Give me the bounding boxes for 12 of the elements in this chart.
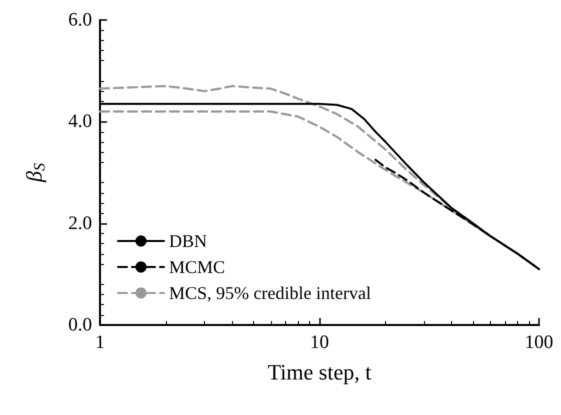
x-tick-label: 1 xyxy=(95,332,105,353)
y-tick-label: 2.0 xyxy=(68,212,92,234)
x-axis-title: Time step, t xyxy=(268,360,372,384)
legend-label: MCS, 95% credible interval xyxy=(169,283,371,303)
legend-label: DBN xyxy=(169,231,208,251)
y-tick-label: 6.0 xyxy=(68,10,92,30)
x-tick-label: 10 xyxy=(310,332,329,353)
y-tick-label: 0.0 xyxy=(68,314,92,336)
y-axis-title: βS xyxy=(22,163,48,183)
y-tick-label: 4.0 xyxy=(68,111,92,132)
legend-label: MCMC xyxy=(169,257,226,277)
x-tick-label: 100 xyxy=(524,332,554,353)
